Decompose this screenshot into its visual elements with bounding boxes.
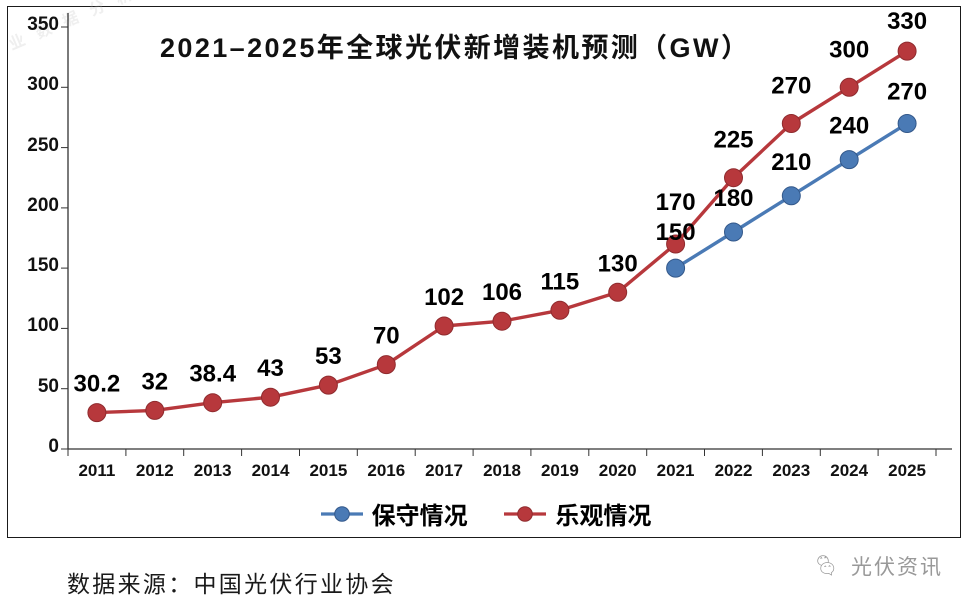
svg-text:38.4: 38.4 bbox=[189, 361, 236, 388]
svg-text:106: 106 bbox=[482, 279, 522, 306]
svg-text:115: 115 bbox=[541, 268, 580, 295]
svg-text:210: 210 bbox=[771, 149, 811, 176]
svg-text:102: 102 bbox=[424, 284, 464, 311]
svg-text:270: 270 bbox=[887, 79, 927, 106]
svg-text:240: 240 bbox=[829, 113, 869, 140]
svg-text:130: 130 bbox=[598, 250, 638, 277]
svg-text:330: 330 bbox=[887, 8, 927, 35]
svg-text:225: 225 bbox=[713, 127, 753, 154]
svg-text:300: 300 bbox=[829, 36, 869, 63]
svg-text:53: 53 bbox=[315, 343, 342, 370]
svg-text:43: 43 bbox=[257, 355, 284, 382]
svg-text:270: 270 bbox=[771, 73, 811, 100]
svg-text:32: 32 bbox=[141, 368, 168, 395]
svg-text:150: 150 bbox=[656, 219, 696, 246]
svg-text:70: 70 bbox=[373, 323, 400, 350]
svg-text:170: 170 bbox=[656, 189, 696, 216]
svg-text:180: 180 bbox=[713, 185, 753, 212]
svg-text:30.2: 30.2 bbox=[74, 371, 121, 398]
